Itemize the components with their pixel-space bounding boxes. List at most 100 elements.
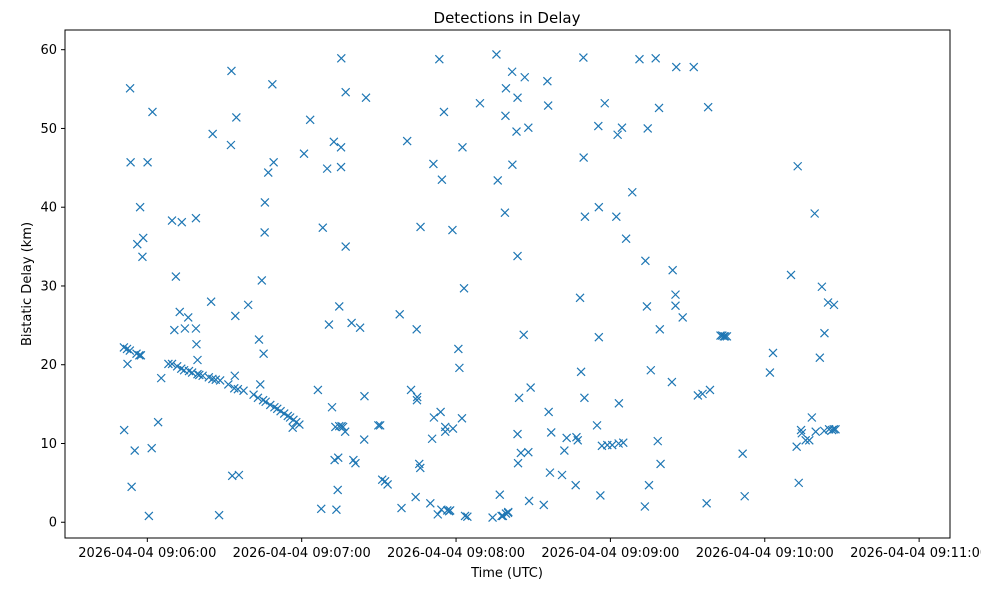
data-point	[331, 505, 341, 515]
data-point	[231, 112, 241, 122]
data-point	[488, 513, 498, 522]
data-point	[514, 393, 524, 403]
data-point	[360, 391, 369, 401]
data-point	[125, 346, 135, 355]
data-point	[614, 398, 624, 408]
data-point	[593, 121, 603, 131]
data-point	[458, 142, 467, 152]
data-point	[600, 98, 610, 108]
data-point	[193, 369, 202, 379]
data-point	[411, 492, 421, 502]
data-point	[797, 428, 807, 438]
data-point	[263, 168, 273, 177]
data-point	[336, 142, 346, 152]
x-tick-label: 2026-04-04 09:09:00	[541, 546, 679, 561]
y-tick-label: 60	[40, 43, 57, 58]
data-point	[338, 422, 348, 432]
data-point	[507, 160, 517, 170]
data-point	[621, 234, 631, 244]
data-point	[167, 216, 177, 226]
data-point	[437, 175, 447, 185]
x-tick-label: 2026-04-04 09:07:00	[233, 546, 371, 561]
y-axis-label: Bistatic Delay (km)	[20, 222, 35, 346]
data-point	[123, 359, 132, 369]
data-point	[163, 359, 173, 369]
data-point	[361, 93, 371, 103]
data-point	[542, 76, 552, 86]
data-point	[412, 395, 422, 405]
data-point	[462, 512, 472, 522]
data-point	[513, 458, 523, 468]
data-point	[126, 157, 136, 167]
data-point	[668, 265, 678, 275]
data-point	[579, 393, 589, 403]
data-point	[495, 490, 505, 500]
data-point	[341, 87, 351, 97]
data-point	[144, 511, 154, 521]
data-point	[507, 67, 517, 77]
data-point	[698, 389, 707, 399]
data-point	[180, 324, 190, 333]
data-point	[329, 137, 339, 147]
data-point	[544, 407, 554, 417]
data-point	[253, 393, 263, 403]
data-point	[594, 332, 604, 342]
data-point	[138, 233, 148, 243]
data-point	[172, 361, 182, 371]
data-point	[294, 420, 304, 430]
data-point	[249, 390, 259, 400]
data-point	[501, 83, 511, 93]
data-point	[459, 283, 469, 293]
data-point	[445, 506, 455, 515]
data-point	[192, 339, 201, 349]
data-point	[143, 157, 153, 167]
data-point	[492, 49, 501, 59]
data-point	[260, 227, 270, 237]
data-point	[429, 413, 439, 422]
data-point	[397, 503, 406, 513]
data-point	[524, 496, 534, 506]
data-point	[313, 385, 323, 395]
data-point	[513, 251, 522, 261]
data-point	[678, 313, 688, 322]
data-point	[786, 270, 796, 280]
data-point	[226, 140, 236, 150]
data-point	[807, 413, 817, 422]
data-point	[617, 123, 627, 133]
data-point	[516, 448, 526, 458]
data-point	[191, 324, 201, 333]
data-point	[820, 328, 829, 338]
data-point	[148, 107, 157, 117]
data-point	[654, 103, 664, 113]
data-point	[333, 453, 343, 463]
data-point	[512, 127, 521, 137]
data-point	[265, 400, 275, 410]
data-point	[261, 397, 271, 407]
data-point	[299, 149, 309, 159]
data-points	[119, 49, 840, 522]
data-point	[765, 368, 775, 378]
data-point	[513, 93, 522, 103]
data-point	[433, 509, 443, 519]
data-point	[336, 53, 346, 63]
data-point	[794, 478, 804, 488]
data-point	[545, 468, 555, 478]
data-point	[122, 344, 132, 354]
data-point	[230, 311, 240, 321]
data-point	[194, 370, 204, 380]
data-point	[689, 62, 699, 72]
data-point	[653, 436, 663, 446]
data-point	[135, 202, 145, 212]
data-point	[454, 363, 464, 373]
data-point	[819, 426, 829, 436]
data-point	[562, 433, 572, 443]
data-point	[119, 425, 129, 435]
data-point	[193, 355, 202, 365]
data-point	[578, 53, 588, 62]
x-tick-label: 2026-04-04 09:06:00	[78, 546, 216, 561]
data-point	[557, 470, 567, 480]
data-point	[740, 491, 750, 501]
data-point	[768, 348, 778, 358]
data-point	[448, 225, 457, 235]
